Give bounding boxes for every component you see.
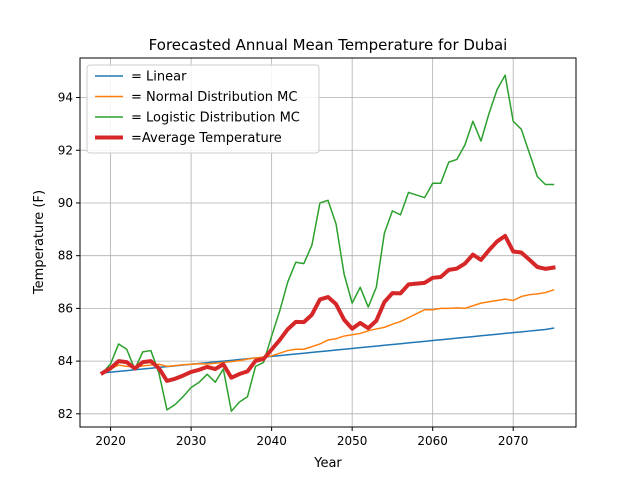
x-axis-ticks: 2020 2030 2040 2050 2060 2070 xyxy=(95,427,528,448)
legend: = Linear = Normal Distribution MC = Logist… xyxy=(86,64,320,154)
x-axis-label: Year xyxy=(313,456,342,471)
y-axis-label: Temperature (F) xyxy=(32,190,47,295)
x-tick-label: 2020 xyxy=(95,434,126,448)
y-tick-label: 88 xyxy=(58,249,73,263)
legend-label-2: = Logistic Distribution MC xyxy=(131,111,300,126)
y-axis-ticks: 82 84 86 88 90 92 94 xyxy=(58,91,80,421)
y-tick-label: 84 xyxy=(58,354,73,368)
series-line-1 xyxy=(101,288,555,374)
series-line-2 xyxy=(101,74,555,412)
x-tick-label: 2070 xyxy=(498,434,529,448)
y-tick-label: 82 xyxy=(58,407,73,421)
series-line-3 xyxy=(99,233,556,383)
chart-title: Forecasted Annual Mean Temperature for D… xyxy=(149,36,508,54)
x-tick-label: 2060 xyxy=(417,434,448,448)
series-lines xyxy=(99,74,556,412)
legend-label-3: =Average Temperature xyxy=(131,131,282,146)
plot-frame xyxy=(79,57,577,428)
y-tick-label: 94 xyxy=(58,91,73,105)
legend-label-1: = Normal Distribution MC xyxy=(131,90,297,105)
y-tick-label: 92 xyxy=(58,143,73,157)
x-tick-label: 2040 xyxy=(256,434,287,448)
y-tick-label: 90 xyxy=(58,196,73,210)
x-tick-label: 2050 xyxy=(337,434,368,448)
legend-box xyxy=(86,64,320,154)
legend-label-0: = Linear xyxy=(131,70,187,85)
x-tick-label: 2030 xyxy=(176,434,207,448)
y-tick-label: 86 xyxy=(58,301,73,315)
